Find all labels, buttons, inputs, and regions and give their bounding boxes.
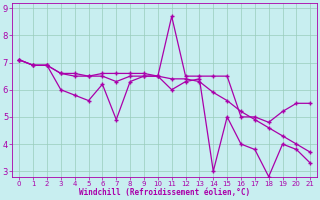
X-axis label: Windchill (Refroidissement éolien,°C): Windchill (Refroidissement éolien,°C) bbox=[79, 188, 250, 197]
